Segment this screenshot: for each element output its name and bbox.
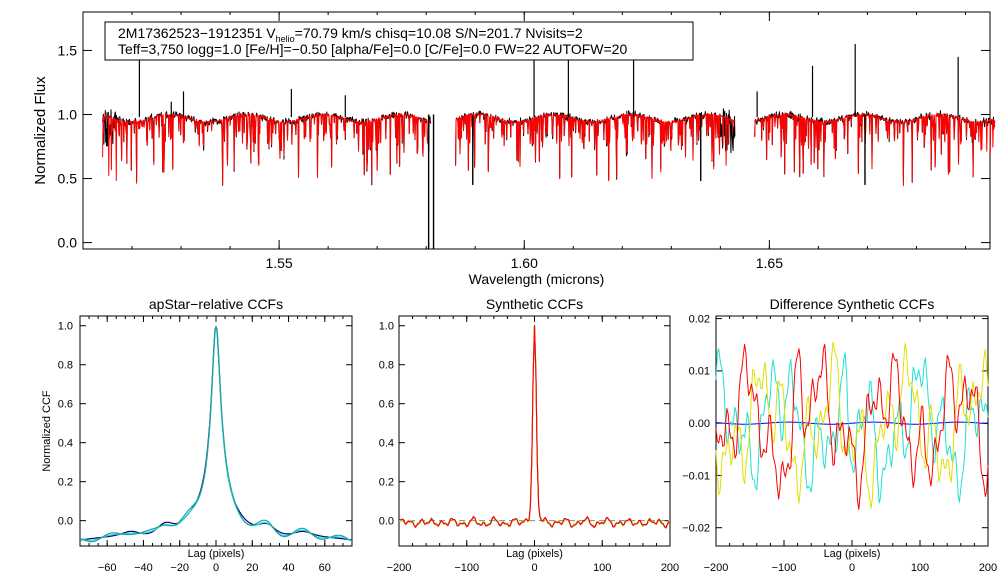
difference_ccf-ytick-label: −0.02	[682, 523, 710, 535]
apstar-ccf-series-line	[79, 329, 353, 542]
model-spectrum-line	[102, 112, 432, 186]
apstar_ccf-ytick-label: 0.8	[58, 360, 73, 372]
difference_ccf-ytick-label: 0.01	[689, 366, 710, 378]
velocity-stats-text: =70.79 km/s chisq=10.08 S/N=201.7 Nvisit…	[295, 25, 583, 41]
synthetic_ccf-xtick-label: 100	[593, 562, 611, 574]
synthetic-ccf-series-line	[398, 325, 671, 529]
spectrum-ytick-label: 1.0	[58, 106, 78, 122]
synthetic-ccf-series-line	[398, 324, 671, 529]
synthetic_ccf-xtick-label: 200	[661, 562, 679, 574]
apstar_ccf-xtick-label: −20	[170, 562, 189, 574]
synthetic-ccf-x-axis-label: Lag (pixels)	[506, 548, 563, 560]
spectrum-xtick-label: 1.65	[756, 255, 783, 271]
difference-ccf-series-line	[715, 343, 989, 510]
apstar-ccf-y-axis-label: Normalized CCF	[41, 390, 53, 472]
apstar-ccf-x-axis-label: Lag (pixels)	[188, 548, 245, 560]
model-spectrum-line	[754, 112, 996, 187]
difference_ccf-xtick-label: 0	[849, 562, 855, 574]
apstar_ccf-ytick-label: 0.6	[58, 399, 73, 411]
helio-subscript: helio	[276, 34, 295, 44]
difference_ccf-ytick-label: 0.00	[689, 418, 710, 430]
apstar_ccf-xtick-label: −40	[134, 562, 153, 574]
difference_ccf-xtick-label: 100	[911, 562, 929, 574]
synthetic_ccf-ytick-label: 0.0	[379, 516, 394, 528]
synthetic_ccf-ytick-label: 0.4	[379, 438, 394, 450]
apstar_ccf-ytick-label: 0.0	[58, 516, 73, 528]
model-spectrum-line	[455, 112, 736, 182]
star-id-text: 2M17362523−1912351 V	[118, 25, 276, 41]
synthetic-ccf-title: Synthetic CCFs	[486, 296, 583, 312]
difference_ccf-xtick-label: −200	[704, 562, 729, 574]
spectrum-y-axis-label: Normalized Flux	[32, 76, 49, 185]
apstar_ccf-ytick-label: 0.2	[58, 477, 73, 489]
difference-ccf-series-line	[715, 348, 989, 504]
synthetic_ccf-ytick-label: 1.0	[379, 321, 394, 333]
synthetic-ccf-series-line	[398, 325, 671, 529]
synthetic_ccf-frame	[398, 315, 671, 547]
apstar-ccf-panel: −60 −40 −20 0 20 40 60 0.0 0.2 0.4 0.6 0.8 1.0 apStar…	[41, 296, 353, 574]
spectrum-x-axis-label: Wavelength (microns)	[469, 271, 605, 287]
difference_ccf-ytick-label: 0.02	[689, 313, 710, 325]
apstar_ccf-ytick-label: 0.4	[58, 438, 73, 450]
spectrum-info-box	[104, 21, 694, 61]
synthetic_ccf-xtick-label: −200	[387, 562, 412, 574]
apstar_ccf-ytick-label: 1.0	[58, 321, 73, 333]
spectrum-ytick-label: 1.5	[58, 42, 78, 58]
apstar-ccf-title: apStar−relative CCFs	[149, 296, 283, 312]
info-line-1: 2M17362523−1912351 Vhelio=70.79 km/s chi…	[118, 25, 583, 44]
apstar_ccf-xtick-label: 60	[319, 562, 331, 574]
difference_ccf-frame	[715, 315, 989, 547]
apstar_ccf-frame	[79, 315, 353, 547]
spectrum-panel: 1.55 1.60 1.65 0.0 0.5 1.0 1.5 Wavelength (micr…	[32, 11, 996, 287]
info-line-2: Teff=3,750 logg=1.0 [Fe/H]=−0.50 [alpha/…	[118, 41, 627, 57]
synthetic_ccf-xtick-label: 0	[531, 562, 537, 574]
spectrum-ytick-label: 0.5	[58, 170, 78, 186]
difference_ccf-ytick-label: −0.01	[682, 470, 710, 482]
spectrum-xtick-label: 1.60	[511, 255, 538, 271]
synthetic_ccf-ytick-label: 0.2	[379, 477, 394, 489]
spectrum-xtick-label: 1.55	[265, 255, 292, 271]
apstar_ccf-xtick-label: 0	[213, 562, 219, 574]
difference-ccf-panel: −200 −100 0 100 200 −0.02 −0.01 0.00 0.01 0.02 Dif…	[682, 296, 997, 574]
difference-ccf-series-line	[715, 421, 989, 425]
difference-ccf-title: Difference Synthetic CCFs	[770, 296, 935, 312]
apstar_ccf-xtick-label: 20	[246, 562, 258, 574]
apstar_ccf-xtick-label: 40	[282, 562, 294, 574]
difference-ccf-series-line	[715, 341, 989, 509]
synthetic_ccf-ytick-label: 0.6	[379, 399, 394, 411]
synthetic-ccf-panel: −200 −100 0 100 200 0.0 0.2 0.4 0.6 0.8 1.0 Synthet…	[379, 296, 679, 574]
spectrum-ytick-label: 0.0	[58, 234, 78, 250]
difference_ccf-xtick-label: 200	[979, 562, 997, 574]
synthetic_ccf-xtick-label: −100	[454, 562, 479, 574]
apstar_ccf-xtick-label: −60	[98, 562, 117, 574]
apstar-ccf-series-line	[79, 326, 353, 541]
apstar-ccf-series-line	[79, 326, 353, 543]
difference_ccf-xtick-label: −100	[772, 562, 797, 574]
synthetic_ccf-ytick-label: 0.8	[379, 360, 394, 372]
synthetic-ccf-series-line	[398, 325, 671, 529]
difference-ccf-x-axis-label: Lag (pixels)	[824, 548, 881, 560]
